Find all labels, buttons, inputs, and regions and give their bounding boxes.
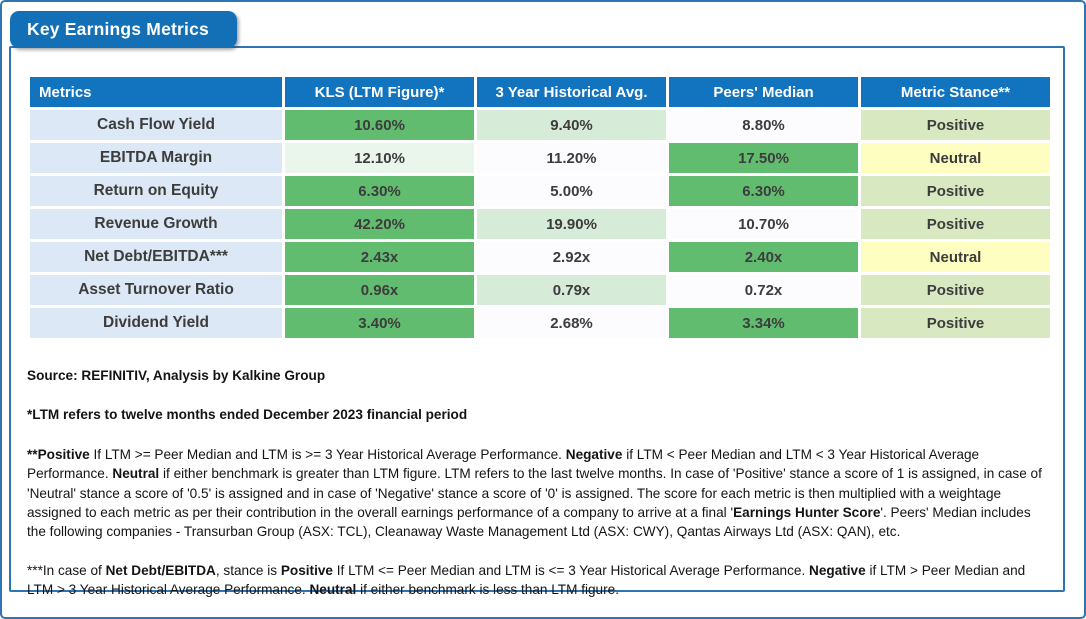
column-header: Metric Stance** (861, 77, 1050, 107)
metric-name-cell: Return on Equity (30, 176, 282, 206)
column-header: 3 Year Historical Avg. (477, 77, 666, 107)
content-panel: Metrics KLS (LTM Figure)* 3 Year Historica… (9, 46, 1065, 597)
column-header: Peers' Median (669, 77, 858, 107)
metric-name-cell: EBITDA Margin (30, 143, 282, 173)
value-cell: 17.50% (669, 143, 858, 173)
table-row: Metrics KLS (LTM Figure)* 3 Year Historica… (30, 77, 1050, 107)
table-row: Return on Equity 6.30% 5.00% 6.30% Positive (30, 176, 1050, 206)
stance-cell: Positive (861, 176, 1050, 206)
footnote: *LTM refers to twelve months ended Decem… (27, 407, 468, 423)
value-cell: 10.70% (669, 209, 858, 239)
value-cell: 0.96x (285, 275, 474, 305)
value-cell: 11.20% (477, 143, 666, 173)
value-cell: 6.30% (285, 176, 474, 206)
table-row: Cash Flow Yield 10.60% 9.40% 8.80% Positive (30, 110, 1050, 140)
value-cell: 2.43x (285, 242, 474, 272)
footnote: **Positive If LTM >= Peer Median and LTM… (27, 446, 1042, 540)
metrics-table: Metrics KLS (LTM Figure)* 3 Year Historica… (27, 74, 1053, 341)
value-cell: 5.00% (477, 176, 666, 206)
value-cell: 42.20% (285, 209, 474, 239)
value-cell: 8.80% (669, 110, 858, 140)
value-cell: 0.79x (477, 275, 666, 305)
table-row: Net Debt/EBITDA*** 2.43x 2.92x 2.40x Neutral (30, 242, 1050, 272)
value-cell: 9.40% (477, 110, 666, 140)
metric-name-cell: Asset Turnover Ratio (30, 275, 282, 305)
stance-cell: Neutral (861, 242, 1050, 272)
footnote: ***In case of Net Debt/EBITDA, stance is… (27, 562, 1026, 598)
table-row: EBITDA Margin 12.10% 11.20% 17.50% Neutral (30, 143, 1050, 173)
value-cell: 6.30% (669, 176, 858, 206)
metric-name-cell: Cash Flow Yield (30, 110, 282, 140)
metric-name-cell: Dividend Yield (30, 308, 282, 338)
footnotes: Source: REFINITIV, Analysis by Kalkine G… (27, 366, 1045, 600)
stance-cell: Positive (861, 110, 1050, 140)
footnote: Source: REFINITIV, Analysis by Kalkine G… (27, 368, 326, 383)
metric-name-cell: Revenue Growth (30, 209, 282, 239)
table-row: Revenue Growth 42.20% 19.90% 10.70% Positive (30, 209, 1050, 239)
table-row: Asset Turnover Ratio 0.96x 0.79x 0.72x Posit… (30, 275, 1050, 305)
stance-cell: Positive (861, 209, 1050, 239)
table-row: Dividend Yield 3.40% 2.68% 3.34% Positive (30, 308, 1050, 338)
value-cell: 3.34% (669, 308, 858, 338)
table-header-row: Metrics KLS (LTM Figure)* 3 Year Historica… (30, 77, 1050, 107)
value-cell: 19.90% (477, 209, 666, 239)
metric-name-cell: Net Debt/EBITDA*** (30, 242, 282, 272)
value-cell: 2.40x (669, 242, 858, 272)
column-header: KLS (LTM Figure)* (285, 77, 474, 107)
value-cell: 10.60% (285, 110, 474, 140)
value-cell: 2.68% (477, 308, 666, 338)
value-cell: 2.92x (477, 242, 666, 272)
stance-cell: Neutral (861, 143, 1050, 173)
page-title: Key Earnings Metrics (10, 11, 237, 48)
value-cell: 12.10% (285, 143, 474, 173)
value-cell: 0.72x (669, 275, 858, 305)
column-header: Metrics (30, 77, 282, 107)
stance-cell: Positive (861, 308, 1050, 338)
stance-cell: Positive (861, 275, 1050, 305)
value-cell: 3.40% (285, 308, 474, 338)
table-body: Cash Flow Yield 10.60% 9.40% 8.80% Positive E… (30, 110, 1050, 338)
